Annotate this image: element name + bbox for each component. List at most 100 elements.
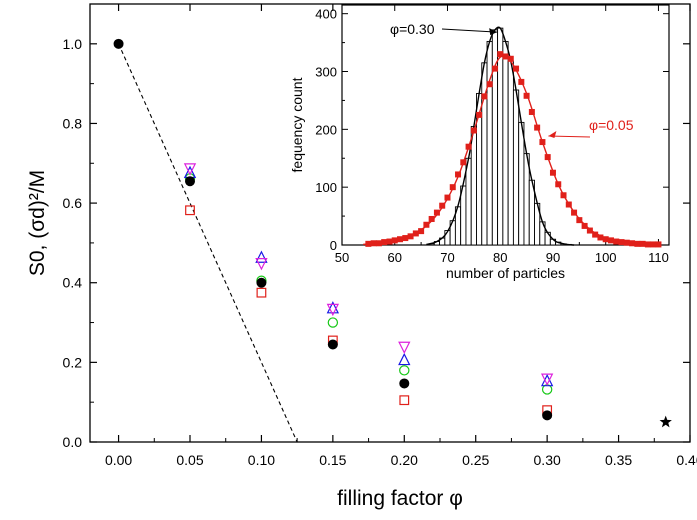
- marker-open-triangle-down: [183, 163, 197, 176]
- inset-x-axis-title: number of particles: [446, 265, 565, 281]
- annotation-arrowhead-phi-030: [489, 28, 498, 36]
- red-data-point: [597, 234, 604, 241]
- inset-y-tick-label: 100: [315, 180, 337, 195]
- marker-open-triangle-up: [326, 301, 340, 314]
- inset-x-tick-label: 110: [648, 250, 669, 265]
- marker-filled-circle: [542, 410, 553, 421]
- red-data-point: [397, 236, 404, 243]
- main-plot-frame: [89, 3, 691, 443]
- red-data-point: [465, 143, 472, 150]
- red-data-point: [655, 241, 662, 248]
- inset-y-tick-label: 400: [315, 7, 337, 22]
- red-data-point: [623, 239, 630, 246]
- red-data-point: [602, 236, 609, 243]
- x-tick-label: 0.00: [105, 452, 132, 468]
- histogram-bar: [518, 121, 525, 246]
- inset-y-tick-label: 200: [315, 122, 337, 137]
- y-tick-label: 1.0: [63, 36, 83, 52]
- histogram-fit-curve: [426, 26, 575, 246]
- x-tick-label: 0.15: [319, 452, 346, 468]
- y-tick-label: 0.4: [63, 275, 83, 291]
- marker-filled-circle: [113, 38, 124, 49]
- red-data-point: [586, 227, 593, 234]
- red-data-point: [449, 184, 456, 191]
- marker-open-triangle-down: [540, 373, 554, 386]
- red-data-point: [613, 238, 620, 245]
- red-data-point: [549, 169, 556, 176]
- red-data-point: [365, 240, 372, 247]
- red-data-point: [576, 217, 583, 224]
- red-data-point: [460, 159, 467, 166]
- histogram-bar: [502, 40, 509, 246]
- red-data-point: [618, 239, 625, 246]
- red-data-point: [381, 239, 388, 246]
- red-data-point: [539, 139, 546, 146]
- red-data-point: [607, 237, 614, 244]
- marker-open-triangle-up: [398, 352, 411, 366]
- marker-open-square: [256, 287, 267, 298]
- red-data-point: [555, 181, 562, 188]
- red-data-point: [534, 124, 541, 131]
- y-axis-title: S0, (σd)²/M: [26, 170, 49, 276]
- annotation-arrow-phi-030: [441, 28, 498, 33]
- marker-open-triangle-down: [255, 258, 268, 271]
- red-data-point: [407, 233, 414, 240]
- red-data-point: [497, 51, 504, 58]
- red-data-point: [634, 240, 641, 247]
- histogram-bar: [507, 60, 514, 246]
- red-data-point: [391, 237, 398, 244]
- red-data-point: [412, 230, 419, 237]
- red-data-point: [502, 53, 509, 60]
- red-data-point: [402, 235, 409, 242]
- x-tick-label: 0.10: [248, 452, 275, 468]
- annotation-phi-030: φ=0.30: [390, 21, 435, 37]
- marker-star: [659, 415, 672, 428]
- red-data-point: [439, 202, 446, 209]
- histogram-bar: [512, 89, 520, 246]
- inset-x-tick-label: 100: [595, 250, 617, 265]
- red-data-point: [592, 231, 599, 238]
- x-tick-label: 0.35: [605, 452, 632, 468]
- annotation-phi-005: φ=0.05: [589, 117, 634, 133]
- x-tick-label: 0.40: [676, 452, 697, 468]
- red-data-point: [418, 228, 425, 235]
- red-data-point: [639, 240, 646, 247]
- red-data-point: [544, 154, 551, 161]
- red-data-point: [486, 81, 493, 88]
- inset-x-tick-label: 50: [335, 250, 349, 265]
- marker-open-triangle-up: [255, 250, 268, 263]
- red-data-point: [581, 222, 588, 229]
- red-data-point: [444, 194, 451, 201]
- y-tick-label: 0.6: [63, 195, 83, 211]
- marker-filled-circle: [327, 339, 338, 350]
- marker-open-triangle-down: [326, 303, 340, 317]
- x-tick-label: 0.30: [534, 452, 561, 468]
- marker-filled-circle: [256, 277, 267, 288]
- red-data-point: [491, 65, 498, 72]
- red-data-point: [565, 201, 572, 208]
- inset-y-tick-label: 0: [330, 238, 337, 253]
- red-data-point: [571, 209, 578, 216]
- red-data-point: [428, 215, 435, 222]
- marker-open-circle: [327, 317, 339, 328]
- x-axis-title: filling factor φ: [337, 487, 463, 510]
- inset-x-tick-label: 60: [388, 250, 402, 265]
- inset-y-axis-title: fequency count: [289, 77, 305, 172]
- red-data-point: [386, 238, 393, 245]
- x-tick-label: 0.25: [462, 452, 489, 468]
- inset-x-tick-label: 90: [546, 250, 560, 265]
- red-data-point: [650, 241, 657, 248]
- inset-y-tick-label: 300: [315, 65, 337, 80]
- reference-dashed-line: [118, 43, 298, 443]
- marker-open-square: [185, 205, 195, 216]
- red-data-point: [433, 209, 440, 216]
- red-data-point: [629, 240, 636, 247]
- inset-x-tick-label: 70: [440, 250, 454, 265]
- red-data-point: [423, 221, 430, 228]
- red-data-point: [455, 171, 462, 178]
- annotation-arrow-phi-005: [548, 135, 591, 138]
- red-data-point: [644, 241, 651, 248]
- red-data-point: [507, 55, 514, 62]
